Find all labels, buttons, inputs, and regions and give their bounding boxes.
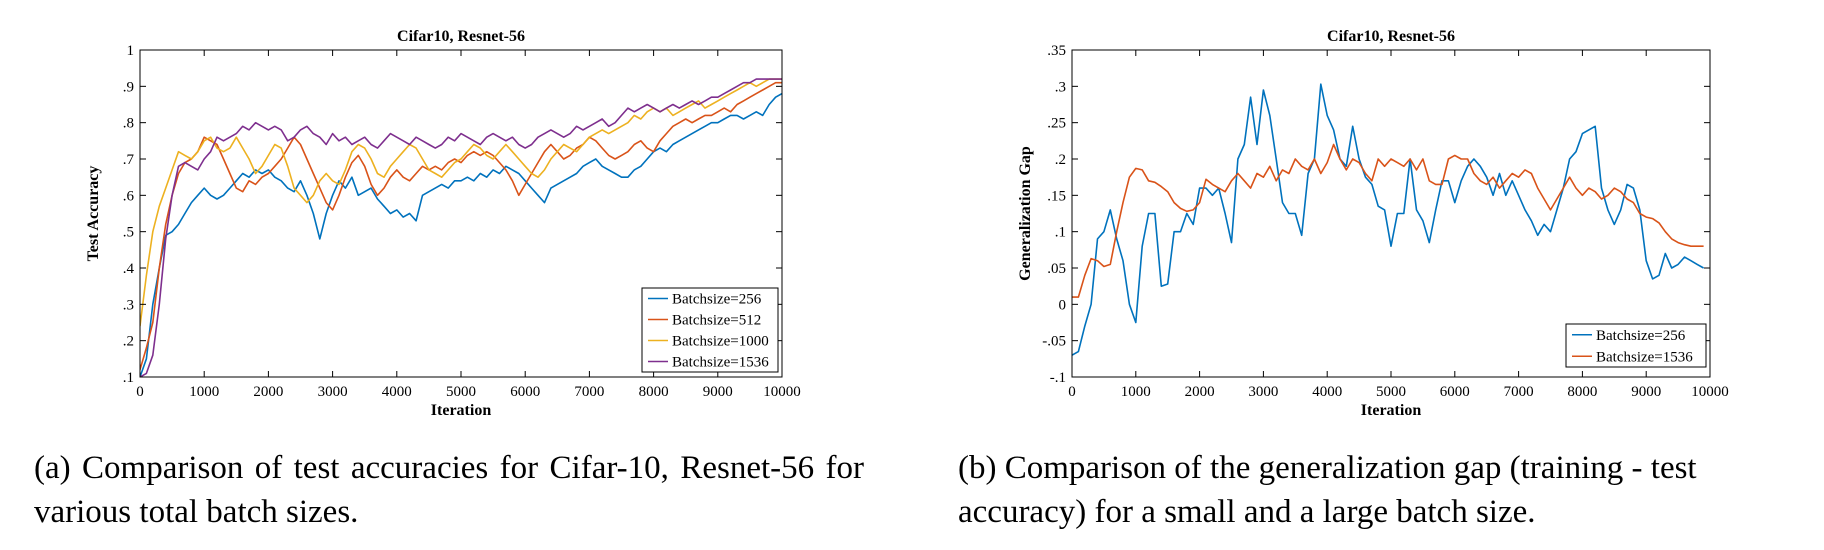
legend: Batchsize=256 Batchsize=512 Batchsize=1000… xyxy=(641,287,779,373)
legend-box xyxy=(641,287,779,373)
x-tick-label: 0 xyxy=(136,384,144,400)
series-line-0 xyxy=(140,92,782,377)
legend: Batchsize=256 Batchsize=1536 xyxy=(1565,323,1707,368)
y-tick-label: .05 xyxy=(1047,261,1066,277)
y-tick-label: .5 xyxy=(123,225,134,241)
x-tick-label: 10000 xyxy=(1691,384,1729,400)
x-tick-label: 3000 xyxy=(318,384,348,400)
legend-label-2: Batchsize=1000 xyxy=(672,334,769,350)
x-tick-label: 7000 xyxy=(574,384,604,400)
x-tick-label: 8000 xyxy=(1567,384,1597,400)
legend-label-1: Batchsize=1536 xyxy=(1596,349,1693,365)
series-line-1 xyxy=(140,81,782,370)
caption-b: (b) Comparison of the generalization gap… xyxy=(958,450,1697,530)
caption-a: (a) Comparison of test accuracies for Ci… xyxy=(34,450,864,530)
y-tick-label: .3 xyxy=(1055,79,1066,95)
series-lines xyxy=(1072,83,1704,356)
y-tick-label: .25 xyxy=(1047,116,1066,132)
series-line-3 xyxy=(140,78,782,377)
x-tick-label: 5000 xyxy=(446,384,476,400)
y-tick-label: .8 xyxy=(123,116,134,132)
y-tick-label: .35 xyxy=(1047,43,1066,59)
series-line-0 xyxy=(1072,83,1704,356)
series-line-2 xyxy=(140,78,782,327)
x-tick-label: 0 xyxy=(1068,384,1076,400)
x-tick-label: 10000 xyxy=(763,384,801,400)
legend-box xyxy=(1565,323,1707,368)
y-tick-label: .1 xyxy=(123,370,134,386)
y-axis-label: Generalization Gap xyxy=(1017,146,1034,281)
chart-test-accuracy: 0 1000 2000 3000 4000 5000 6000 7000 8000 9000 100… xyxy=(85,28,801,419)
legend-label-0: Batchsize=256 xyxy=(672,292,762,308)
x-tick-label: 2000 xyxy=(253,384,283,400)
y-tick-label: .6 xyxy=(123,188,135,204)
x-tick-label: 9000 xyxy=(703,384,733,400)
y-tick-label: .2 xyxy=(123,334,134,350)
y-tick-label: .9 xyxy=(123,79,134,95)
chart-title: Cifar10, Resnet-56 xyxy=(1327,28,1455,45)
y-tick-label: -.1 xyxy=(1050,370,1066,386)
y-axis-label: Test Accuracy xyxy=(85,166,102,262)
x-tick-label: 9000 xyxy=(1631,384,1661,400)
legend-label-3: Batchsize=1536 xyxy=(672,355,769,371)
x-tick-label: 7000 xyxy=(1504,384,1534,400)
y-tick-label: -.05 xyxy=(1042,334,1066,350)
y-tick-label: .4 xyxy=(123,261,135,277)
x-tick-label: 2000 xyxy=(1185,384,1215,400)
x-axis-label: Iteration xyxy=(1361,402,1422,419)
chart-generalization-gap: 0 1000 2000 3000 4000 5000 6000 7000 8000 9000 100… xyxy=(1017,28,1729,419)
y-tick-label: .2 xyxy=(1055,152,1066,168)
x-tick-label: 6000 xyxy=(1440,384,1470,400)
x-tick-label: 8000 xyxy=(639,384,669,400)
series-line-1 xyxy=(1072,143,1704,298)
y-tick-label: 0 xyxy=(1059,297,1067,313)
y-tick-label: .15 xyxy=(1047,188,1066,204)
x-tick-label: 1000 xyxy=(189,384,219,400)
x-tick-label: 4000 xyxy=(382,384,412,400)
chart-title: Cifar10, Resnet-56 xyxy=(397,28,525,45)
y-tick-label: 1 xyxy=(127,43,135,59)
y-tick-label: .7 xyxy=(123,152,135,168)
x-tick-label: 5000 xyxy=(1376,384,1406,400)
x-tick-label: 6000 xyxy=(510,384,540,400)
legend-label-1: Batchsize=512 xyxy=(672,313,761,329)
y-tick-label: .3 xyxy=(123,297,134,313)
legend-label-0: Batchsize=256 xyxy=(1596,328,1686,344)
x-axis-label: Iteration xyxy=(431,402,492,419)
y-tick-label: .1 xyxy=(1055,225,1066,241)
x-tick-label: 1000 xyxy=(1121,384,1151,400)
x-tick-label: 4000 xyxy=(1312,384,1342,400)
x-tick-label: 3000 xyxy=(1248,384,1278,400)
series-lines xyxy=(140,78,782,377)
